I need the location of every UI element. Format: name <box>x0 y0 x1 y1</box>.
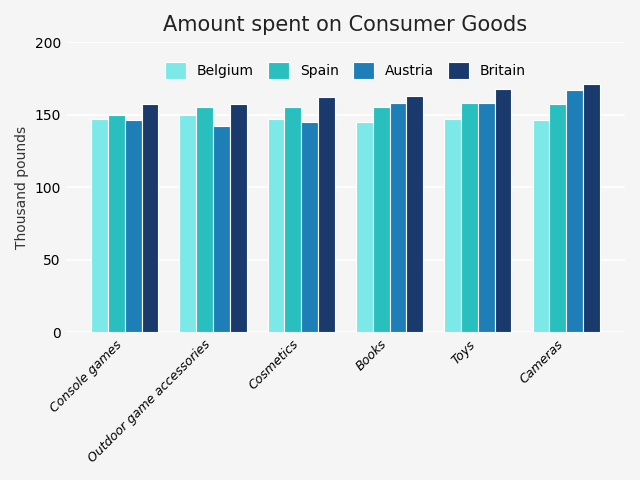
Bar <box>285 108 301 332</box>
Bar <box>179 115 196 332</box>
Bar <box>444 119 461 332</box>
Bar <box>108 115 125 332</box>
Bar <box>213 126 230 332</box>
Bar <box>196 108 213 332</box>
Bar <box>566 90 583 332</box>
Y-axis label: Thousand pounds: Thousand pounds <box>15 126 29 249</box>
Bar <box>125 120 141 332</box>
Bar <box>532 120 549 332</box>
Bar <box>372 108 390 332</box>
Bar <box>390 103 406 332</box>
Bar <box>495 88 511 332</box>
Bar <box>356 122 372 332</box>
Bar <box>268 119 285 332</box>
Bar <box>406 96 423 332</box>
Bar <box>478 103 495 332</box>
Bar <box>583 84 600 332</box>
Title: Amount spent on Consumer Goods: Amount spent on Consumer Goods <box>163 15 527 35</box>
Bar <box>461 103 478 332</box>
Bar <box>549 105 566 332</box>
Bar <box>301 122 318 332</box>
Bar <box>230 105 246 332</box>
Bar <box>92 119 108 332</box>
Bar <box>318 97 335 332</box>
Legend: Belgium, Spain, Austria, Britain: Belgium, Spain, Austria, Britain <box>158 55 532 86</box>
Bar <box>141 105 158 332</box>
